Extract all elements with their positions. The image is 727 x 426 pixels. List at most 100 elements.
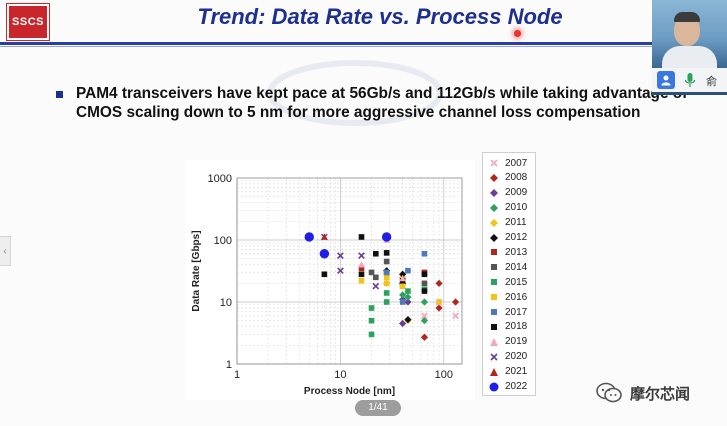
legend-item: 2009 xyxy=(489,186,527,200)
data-point-2008 xyxy=(451,298,460,306)
data-point-2017 xyxy=(383,269,390,276)
data-point-2018 xyxy=(358,271,365,278)
data-point-2013 xyxy=(358,265,365,272)
data-point-2020 xyxy=(337,267,344,275)
x-tick-label: 1 xyxy=(234,369,240,381)
data-point-2018 xyxy=(321,271,328,278)
data-point-2018 xyxy=(383,250,390,256)
participant-name: 俞 xyxy=(706,76,717,88)
data-point-2016 xyxy=(383,280,390,287)
data-point-2017 xyxy=(399,299,406,305)
presenter-hair xyxy=(674,12,700,22)
data-point-2015 xyxy=(368,317,375,324)
data-point-2017 xyxy=(405,267,411,274)
data-point-2009 xyxy=(404,298,412,306)
legend-label: 2022 xyxy=(505,381,528,392)
watermark-text: 摩尔芯闻 xyxy=(630,385,691,403)
y-axis-label: Data Rate [Gbps] xyxy=(191,230,202,311)
legend-label: 2019 xyxy=(505,336,528,348)
data-point-2022 xyxy=(381,232,392,242)
legend-item: 2022 xyxy=(489,380,527,394)
legend-label: 2011 xyxy=(505,217,527,229)
legend-label: 2009 xyxy=(505,187,528,199)
data-point-2019 xyxy=(358,261,365,268)
slide-title: Trend: Data Rate vs. Process Node xyxy=(197,4,563,29)
legend-marker-icon xyxy=(491,294,497,301)
data-point-2015 xyxy=(368,331,375,338)
legend-item: 2011 xyxy=(489,216,527,230)
legend-marker-icon xyxy=(490,353,498,361)
legend-label: 2016 xyxy=(505,291,528,303)
legend-label: 2021 xyxy=(505,366,528,378)
data-point-2020 xyxy=(337,252,344,259)
bullet-text: PAM4 transceivers have kept pace at 56Gb… xyxy=(76,85,688,121)
legend-marker-icon xyxy=(490,188,498,197)
data-point-2015 xyxy=(383,299,390,305)
legend-item: 2007 xyxy=(489,156,527,170)
microphone-icon[interactable] xyxy=(682,71,698,89)
x-tick-label: 10 xyxy=(334,369,346,381)
data-point-2007 xyxy=(452,312,459,320)
data-point-2015 xyxy=(405,288,411,294)
legend-label: 2008 xyxy=(505,172,528,184)
data-point-2014 xyxy=(373,274,379,281)
legend-item: 2015 xyxy=(489,275,527,289)
legend-label: 2012 xyxy=(505,232,528,243)
legend-marker-icon xyxy=(490,173,498,182)
legend-label: 2013 xyxy=(505,246,528,258)
data-point-2016 xyxy=(358,277,365,284)
video-thumbnail[interactable]: 俞 xyxy=(652,0,727,95)
data-point-2015 xyxy=(383,290,390,296)
data-point-2014 xyxy=(421,280,428,287)
scatter-chart: 1 10 100 1 10 100 1000 Process Node [nm] Data Ra… xyxy=(185,160,475,400)
legend-marker-icon xyxy=(490,203,498,212)
legend-marker-icon xyxy=(491,323,497,330)
chart-legend: 2007 2008 2009 2010 2011 2012 2013 2014 2015 2016… xyxy=(482,152,536,396)
data-point-2020 xyxy=(372,282,380,290)
data-point-2018 xyxy=(421,288,428,294)
laser-pointer-icon xyxy=(514,30,521,37)
legend-marker-icon xyxy=(489,382,499,391)
y-tick-label: 100 xyxy=(214,235,232,247)
legend-marker-icon xyxy=(491,309,497,315)
y-tick-label: 10 xyxy=(220,297,232,309)
data-point-2016 xyxy=(399,283,406,289)
bullet-square-icon xyxy=(56,91,63,98)
data-point-2022 xyxy=(319,249,330,259)
legend-label: 2017 xyxy=(505,306,528,318)
user-icon[interactable] xyxy=(657,71,675,89)
title-bar: SSCS Trend: Data Rate vs. Process Node xyxy=(0,0,660,41)
legend-item: 2008 xyxy=(489,171,527,185)
data-point-2015 xyxy=(368,305,375,311)
legend-item: 2021 xyxy=(489,365,527,379)
legend-marker-icon xyxy=(490,159,498,167)
legend-item: 2014 xyxy=(489,260,527,274)
legend-label: 2020 xyxy=(505,351,528,363)
legend-item: 2013 xyxy=(489,245,527,259)
legend-marker-icon xyxy=(490,367,498,376)
legend-item: 2012 xyxy=(489,231,527,245)
legend-label: 2014 xyxy=(505,261,528,273)
legend-marker-icon xyxy=(490,218,498,227)
legend-item: 2017 xyxy=(489,305,527,319)
legend-item: 2018 xyxy=(489,320,527,334)
y-tick-label: 1000 xyxy=(208,173,232,185)
legend-item: 2020 xyxy=(489,350,527,364)
data-point-2016 xyxy=(383,274,390,281)
data-point-2012 xyxy=(404,316,412,324)
data-point-2014 xyxy=(368,269,375,276)
data-point-2017 xyxy=(421,250,428,257)
data-point-2020 xyxy=(358,252,365,259)
page-indicator: 1/41 xyxy=(355,400,401,416)
x-axis-label: Process Node [nm] xyxy=(304,386,395,397)
data-point-2019 xyxy=(399,274,406,282)
data-point-2021 xyxy=(321,233,328,240)
data-point-2010 xyxy=(404,293,412,301)
y-tick-label: 1 xyxy=(226,359,232,371)
legend-marker-icon xyxy=(490,337,498,346)
title-rule xyxy=(0,42,660,45)
data-point-2008 xyxy=(435,304,443,312)
data-point-2018 xyxy=(421,271,428,278)
previous-page-arrow-icon[interactable]: ‹ xyxy=(0,236,11,266)
